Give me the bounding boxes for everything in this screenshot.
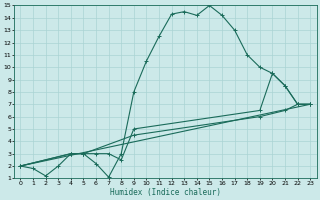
X-axis label: Humidex (Indice chaleur): Humidex (Indice chaleur) [110,188,221,197]
